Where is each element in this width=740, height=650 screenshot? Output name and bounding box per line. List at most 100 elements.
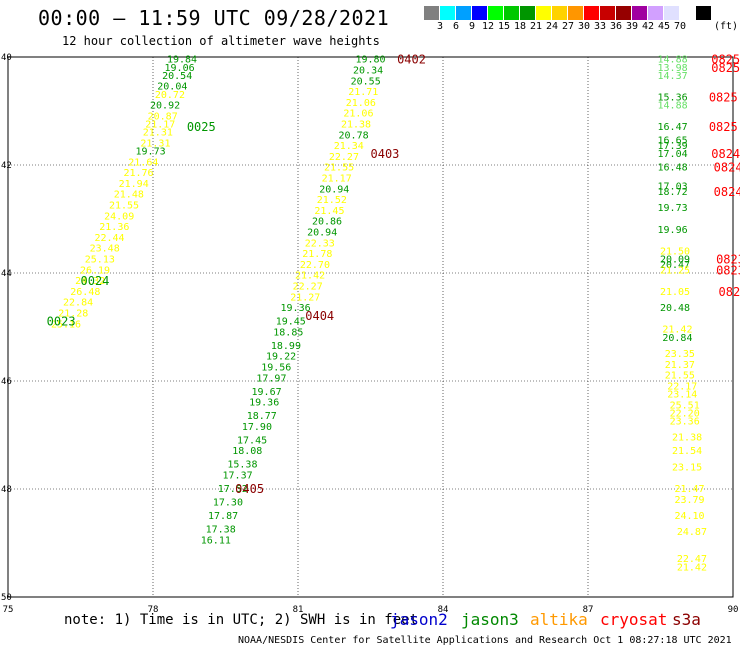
- wave-height-value: 17.52: [218, 484, 248, 495]
- wave-height-value: 21.36: [99, 222, 129, 233]
- wave-height-value: 21.76: [123, 168, 153, 179]
- wave-height-value: 18.99: [271, 341, 301, 352]
- wave-height-value: 20.54: [162, 71, 192, 82]
- wave-height-value: 21.34: [334, 141, 364, 152]
- wave-height-value: 18.72: [658, 187, 688, 198]
- wave-height-value: 20.47: [660, 260, 690, 271]
- y-tick-label: 42: [1, 161, 12, 171]
- color-scale-label: 39: [625, 21, 639, 32]
- color-scale-swatch: [632, 6, 648, 20]
- pass-time-label: 0823: [716, 253, 740, 267]
- wave-height-value: 22.33: [305, 238, 335, 249]
- wave-height-value: 20.55: [351, 76, 381, 87]
- wave-height-value: 17.37: [223, 471, 253, 482]
- wave-height-value: 19.67: [252, 387, 282, 398]
- footer-credit: NOAA/NESDIS Center for Satellite Applica…: [238, 635, 732, 646]
- color-scale-label: 9: [468, 21, 476, 32]
- color-scale-label: 33: [593, 21, 607, 32]
- wave-height-value: 19.06: [165, 63, 195, 74]
- wave-height-value: 17.90: [242, 422, 272, 433]
- wave-height-value: 14.37: [658, 71, 688, 82]
- wave-height-value: 25.13: [85, 255, 115, 266]
- color-scale-swatch: [536, 6, 552, 20]
- color-scale-label: 15: [497, 21, 511, 32]
- page-title: 00:00 — 11:59 UTC 09/28/2021: [38, 6, 390, 30]
- wave-height-value: 21.55: [109, 201, 139, 212]
- color-scale-swatch: [696, 6, 712, 20]
- y-tick-label: 50: [1, 593, 12, 603]
- color-scale-swatch: [648, 6, 664, 20]
- x-tick-label: 81: [293, 605, 304, 615]
- wave-height-value: 21.05: [660, 287, 690, 298]
- color-scale-label: 12: [481, 21, 495, 32]
- pass-time-label: 0825: [711, 61, 740, 75]
- wave-height-value: 21.31: [143, 128, 173, 139]
- wave-height-value: 23.15: [672, 462, 702, 473]
- pass-time-label: 0825: [709, 120, 738, 134]
- wave-height-value: 16.65: [658, 136, 688, 147]
- wave-height-value: 25.51: [670, 400, 700, 411]
- wave-height-value: 14.88: [658, 55, 688, 66]
- wave-height-value: 24.09: [104, 211, 134, 222]
- legend-s3a: s3a: [672, 610, 701, 629]
- wave-height-value: 16.47: [658, 122, 688, 133]
- wave-height-value: 19.56: [261, 363, 291, 374]
- wave-height-value: 21.45: [314, 206, 344, 217]
- color-scale-labels: 3 6 9 12 15 18 21 24 27 30 33 36 39 42 45 70: [424, 21, 740, 33]
- wave-height-value: 21.94: [119, 179, 149, 190]
- color-scale-swatch: [504, 6, 520, 20]
- wave-height-value: 22.27: [293, 282, 323, 293]
- x-tick-label: 87: [583, 605, 594, 615]
- wave-height-value: 21.42: [677, 562, 707, 573]
- pass-time-label: 0403: [371, 147, 400, 161]
- wave-height-value: 21.71: [348, 87, 378, 98]
- color-scale-swatch: [472, 6, 488, 20]
- wave-height-value: 19.73: [658, 203, 688, 214]
- legend-jason2: jason2: [390, 610, 448, 629]
- wave-height-value: 17.03: [658, 182, 688, 193]
- wave-height-value: 20.09: [660, 255, 690, 266]
- pass-time-label: 0025: [187, 120, 216, 134]
- pass-time-label: 0023: [47, 315, 76, 329]
- wave-height-value: 20.78: [339, 130, 369, 141]
- wave-height-value: 23.48: [90, 244, 120, 255]
- wave-height-value: 20.84: [662, 333, 692, 344]
- color-scale-label: 6: [452, 21, 460, 32]
- wave-height-value: 21.42: [662, 325, 692, 336]
- wave-height-value: 21.78: [302, 249, 332, 260]
- wave-height-value: 17.38: [206, 525, 236, 536]
- wave-height-value: 17.30: [213, 498, 243, 509]
- wave-height-value: 21.17: [322, 174, 352, 185]
- wave-height-value: 19.36: [281, 303, 311, 314]
- color-scale-label: 27: [561, 21, 575, 32]
- color-scale-unit: (ft): [714, 21, 739, 32]
- wave-height-value: 20.92: [150, 101, 180, 112]
- pass-time-label: 0825: [709, 91, 738, 105]
- wave-height-value: 15.36: [658, 93, 688, 104]
- wave-height-value: 19.80: [355, 55, 385, 66]
- wave-height-value: 23.79: [674, 495, 704, 506]
- legend-altika: altika: [530, 610, 588, 629]
- color-scale-label: 3: [436, 21, 444, 32]
- legend-cryosat: cryosat: [600, 610, 668, 629]
- wave-height-value: 21.42: [295, 271, 325, 282]
- x-tick-label: 75: [3, 605, 14, 615]
- color-scale-label: 36: [609, 21, 623, 32]
- color-scale-label: 18: [513, 21, 527, 32]
- wave-height-value: 17.87: [208, 511, 238, 522]
- color-scale-swatch: [520, 6, 536, 20]
- pass-time-label: 0404: [305, 309, 334, 323]
- pass-time-label: 0824: [711, 147, 740, 161]
- wave-height-value: 19.36: [249, 398, 279, 409]
- wave-height-value: 19.84: [167, 55, 197, 66]
- x-tick-label: 84: [438, 605, 449, 615]
- wave-height-value: 24.87: [677, 527, 707, 538]
- color-scale-swatch: [440, 6, 456, 20]
- wave-height-value: 14.88: [658, 101, 688, 112]
- wave-height-value: 20.86: [312, 217, 342, 228]
- pass-time-label: 0823: [719, 285, 740, 299]
- color-scale-swatch: [456, 6, 472, 20]
- y-tick-label: 46: [1, 377, 12, 387]
- color-scale-label: 24: [545, 21, 559, 32]
- x-tick-label: 90: [728, 605, 739, 615]
